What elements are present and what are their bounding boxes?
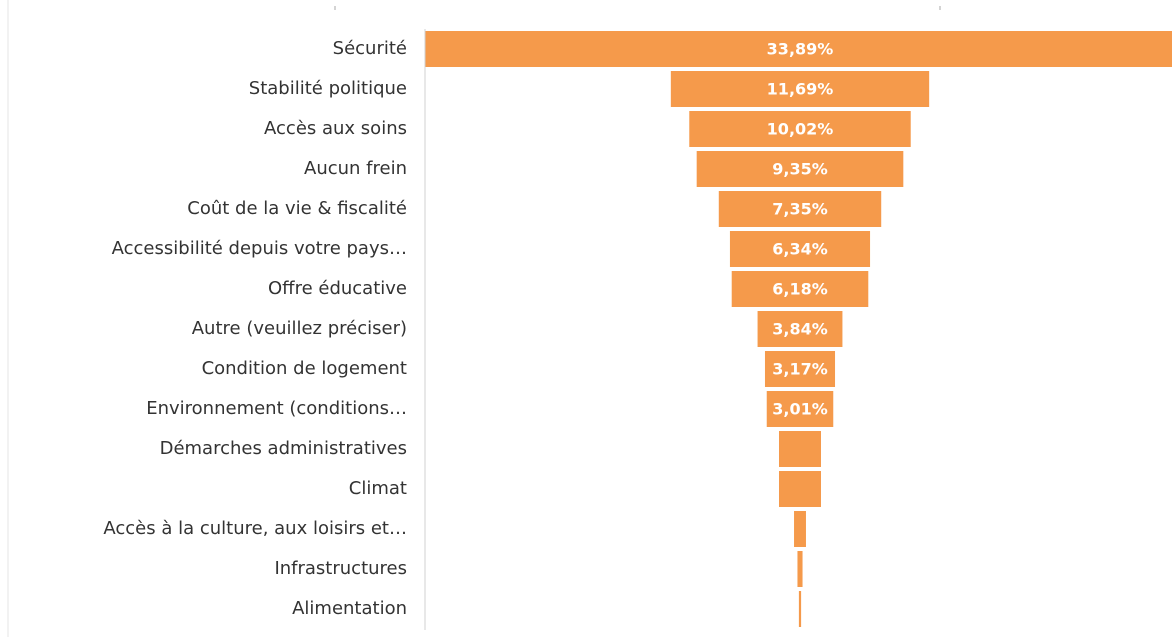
category-label: Infrastructures: [274, 558, 407, 579]
category-label: Accès aux soins: [264, 118, 407, 139]
data-label: 7,35%: [772, 200, 828, 219]
funnel-bar: [798, 591, 802, 627]
data-label: 9,35%: [772, 160, 828, 179]
funnel-bar: [425, 31, 1172, 67]
data-label: 11,69%: [767, 80, 834, 99]
funnel-bar: [797, 551, 803, 587]
category-label: Alimentation: [292, 598, 407, 619]
category-label: Environnement (conditions…: [146, 398, 407, 419]
funnel-bar: [689, 111, 911, 147]
category-label: Offre éducative: [268, 278, 407, 299]
funnel-bar: [729, 231, 871, 267]
funnel-bar: [779, 471, 821, 507]
data-label: 33,89%: [767, 40, 834, 59]
category-label: Aucun frein: [304, 158, 407, 179]
funnel-bar: [764, 351, 836, 387]
category-label: Accès à la culture, aux loisirs et…: [103, 518, 407, 539]
funnel-bar: [718, 191, 882, 227]
category-label: Condition de logement: [202, 358, 407, 379]
category-label: Démarches administratives: [160, 438, 407, 459]
funnel-bar: [779, 431, 821, 467]
data-label: 3,01%: [772, 400, 828, 419]
data-label: 3,84%: [772, 320, 828, 339]
data-label: 6,18%: [772, 280, 828, 299]
funnel-bar: [766, 391, 834, 427]
funnel-bar: [670, 71, 930, 107]
data-label: 6,34%: [772, 240, 828, 259]
category-label: Accessibilité depuis votre pays…: [112, 238, 407, 259]
funnel-bar: [696, 151, 904, 187]
funnel-bar: [794, 511, 806, 547]
category-label: Climat: [349, 478, 407, 499]
funnel-bar: [731, 271, 869, 307]
data-label: 10,02%: [767, 120, 834, 139]
category-label: Autre (veuillez préciser): [192, 318, 407, 339]
category-label: Stabilité politique: [249, 78, 407, 99]
category-label: Coût de la vie & fiscalité: [187, 198, 407, 219]
category-label: Sécurité: [333, 38, 407, 59]
data-label: 3,17%: [772, 360, 828, 379]
funnel-bar: [757, 311, 843, 347]
